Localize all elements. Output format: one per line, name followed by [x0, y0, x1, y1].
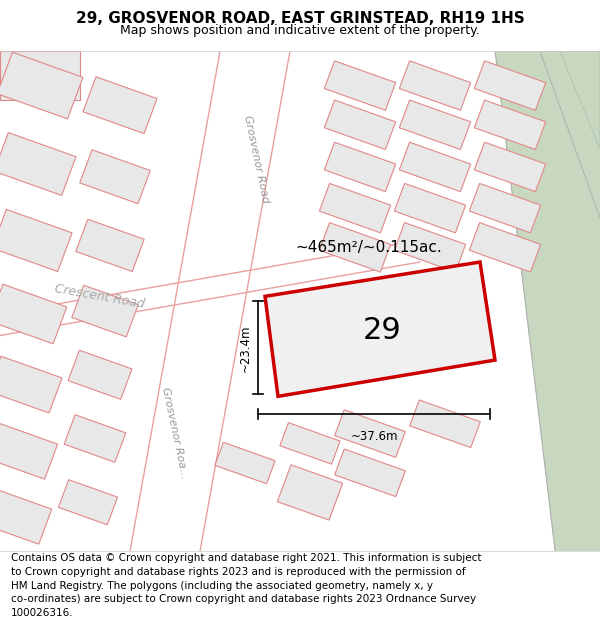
Polygon shape — [410, 400, 481, 448]
Text: 29: 29 — [362, 316, 401, 345]
Polygon shape — [215, 442, 275, 484]
Polygon shape — [319, 183, 391, 233]
Text: 29, GROSVENOR ROAD, EAST GRINSTEAD, RH19 1HS: 29, GROSVENOR ROAD, EAST GRINSTEAD, RH19… — [76, 11, 524, 26]
Polygon shape — [64, 415, 126, 462]
Text: ~465m²/~0.115ac.: ~465m²/~0.115ac. — [295, 240, 442, 255]
Polygon shape — [83, 77, 157, 134]
Polygon shape — [72, 285, 138, 337]
Polygon shape — [394, 222, 466, 272]
Polygon shape — [469, 183, 541, 233]
Polygon shape — [325, 61, 395, 110]
Polygon shape — [475, 142, 545, 192]
Polygon shape — [277, 465, 343, 520]
Polygon shape — [68, 350, 132, 399]
Text: Crescent Road: Crescent Road — [54, 282, 146, 311]
Text: ~37.6m: ~37.6m — [350, 429, 398, 442]
Polygon shape — [335, 410, 406, 458]
Text: ~23.4m: ~23.4m — [239, 324, 252, 372]
Polygon shape — [335, 449, 406, 497]
Text: Grosvenor Road: Grosvenor Road — [242, 114, 270, 204]
Polygon shape — [58, 480, 118, 525]
Polygon shape — [325, 100, 395, 149]
Polygon shape — [400, 142, 470, 192]
Polygon shape — [80, 150, 150, 204]
Polygon shape — [0, 132, 76, 196]
Polygon shape — [325, 142, 395, 192]
Polygon shape — [0, 241, 420, 336]
Polygon shape — [0, 209, 72, 271]
Text: Map shows position and indicative extent of the property.: Map shows position and indicative extent… — [120, 24, 480, 37]
Polygon shape — [475, 61, 545, 110]
Polygon shape — [400, 61, 470, 110]
Polygon shape — [0, 284, 67, 344]
Polygon shape — [0, 356, 62, 413]
Polygon shape — [495, 51, 600, 551]
Polygon shape — [475, 100, 545, 149]
Polygon shape — [130, 51, 290, 551]
Polygon shape — [469, 222, 541, 272]
Polygon shape — [0, 51, 80, 100]
Polygon shape — [0, 490, 52, 544]
Polygon shape — [0, 52, 83, 119]
Polygon shape — [76, 219, 144, 271]
Polygon shape — [0, 423, 58, 479]
Polygon shape — [319, 222, 391, 272]
Polygon shape — [400, 100, 470, 149]
Polygon shape — [394, 183, 466, 233]
Polygon shape — [265, 262, 495, 396]
Polygon shape — [540, 51, 600, 149]
Polygon shape — [280, 422, 340, 464]
Text: Grosvenor Roa…: Grosvenor Roa… — [160, 387, 190, 481]
Text: Contains OS data © Crown copyright and database right 2021. This information is : Contains OS data © Crown copyright and d… — [11, 554, 481, 618]
